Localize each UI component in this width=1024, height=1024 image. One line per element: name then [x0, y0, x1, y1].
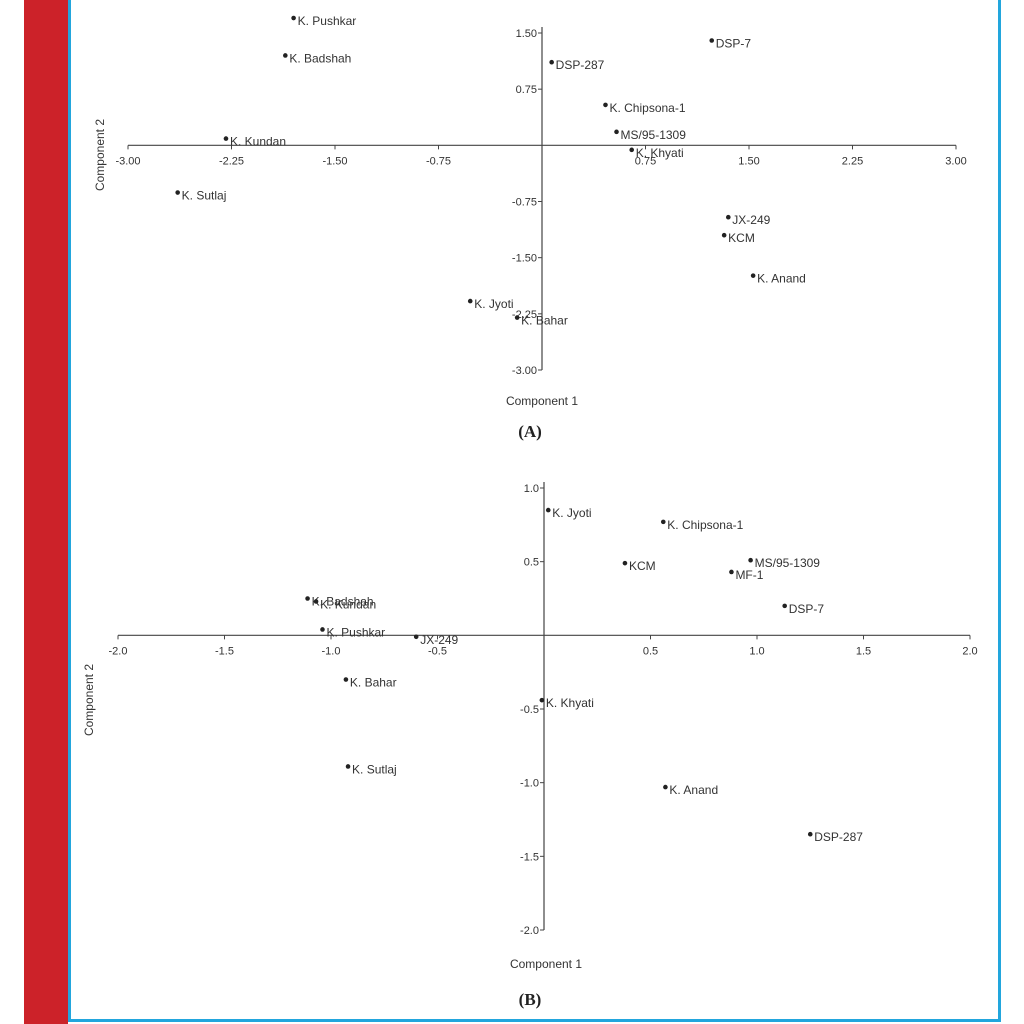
data-point [539, 697, 545, 703]
x-tick-label: 2.0 [962, 645, 977, 657]
x-tick-label: 1.50 [738, 155, 759, 167]
data-point-label: K. Bahar [521, 314, 568, 328]
scatter-panel-b: -2.0 -1.5 -1.0 -0.5 0.5 1.0 1.5 2.0 1.0 0.5 -0.5 -1… [82, 482, 978, 1009]
panel-label: (A) [518, 422, 542, 441]
y-tick-label: -3.00 [512, 365, 537, 377]
x-tick-label: -1.50 [322, 155, 347, 167]
data-point-label: K. Bahar [350, 676, 397, 690]
y-tick-label: 0.75 [516, 84, 537, 96]
data-point-label: K. Badshah [312, 595, 374, 609]
data-point [807, 831, 813, 837]
data-point [345, 764, 351, 769]
x-tick-label: 3.00 [945, 155, 966, 167]
data-point [663, 784, 668, 790]
data-point [748, 557, 753, 563]
data-point-label: JX-249 [732, 213, 770, 227]
y-tick-label: -1.0 [520, 778, 539, 790]
figure-frame [68, 0, 1001, 1022]
data-point-label: K. Kundan [230, 135, 286, 149]
x-tick-label: 2.25 [842, 155, 863, 167]
data-point-label: K. Anand [757, 272, 806, 286]
data-point [721, 232, 727, 238]
accent-band [24, 0, 68, 1024]
data-point-label: MS/95-1309 [755, 556, 821, 570]
x-tick-label: -0.5 [428, 645, 447, 657]
data-point [726, 214, 731, 220]
data-point-label: K. Pushkar [326, 625, 385, 639]
data-point [750, 273, 756, 278]
y-tick-label: -0.5 [520, 704, 539, 716]
data-point-label: K. Anand [669, 783, 718, 797]
data-point [175, 190, 180, 195]
data-point-label: K. Kundan [320, 597, 376, 611]
data-point [320, 627, 325, 632]
data-point-label: K. Badshah [289, 51, 351, 65]
data-point [629, 147, 634, 153]
x-tick-label: -2.25 [219, 155, 244, 167]
x-tick-label: -0.75 [426, 155, 451, 167]
data-point [313, 599, 319, 604]
x-tick-label: 0.5 [643, 645, 658, 657]
y-tick-label: 1.50 [516, 28, 537, 40]
data-point [223, 136, 229, 141]
y-axis-title: Component 2 [82, 664, 96, 736]
data-point [614, 129, 619, 135]
y-tick-label: -1.50 [512, 253, 537, 265]
x-tick-label: -1.5 [215, 645, 234, 657]
data-point-label: K. Jyoti [474, 297, 513, 311]
data-point-label: K. Chipsona-1 [609, 101, 685, 115]
data-point-label: DSP-7 [789, 602, 825, 616]
x-tick-label: -2.0 [109, 645, 128, 657]
page-margin [0, 0, 24, 1024]
data-point [782, 603, 787, 609]
x-tick-label: -1.0 [322, 645, 341, 657]
data-point-label: K. Pushkar [298, 14, 357, 28]
data-point-label: MF-1 [735, 568, 763, 582]
data-point [343, 677, 349, 682]
x-axis-title: Component 1 [510, 957, 582, 971]
data-point-label: K. Sutlaj [182, 189, 227, 203]
y-tick-label: -0.75 [512, 197, 537, 209]
x-axis-title: Component 1 [506, 394, 578, 408]
data-point [622, 560, 628, 566]
x-tick-label: 0.75 [635, 155, 656, 167]
y-tick-label: 1.0 [524, 483, 539, 495]
data-point-label: JX-249 [420, 633, 458, 647]
x-tick-label: 1.0 [749, 645, 764, 657]
data-point-label: DSP-287 [814, 830, 863, 844]
data-point [291, 15, 296, 21]
data-point-label: K. Sutlaj [352, 762, 397, 776]
data-point-label: DSP-287 [556, 58, 605, 72]
data-point [549, 59, 554, 65]
data-point-label: DSP-7 [716, 36, 752, 50]
data-point-label: K. Khyati [546, 696, 594, 710]
scatter-panel-a: -3.00 -2.25 -1.50 -0.75 0.75 1.50 2.25 3.00 1.50… [93, 14, 967, 441]
data-point [305, 596, 310, 601]
data-point [729, 569, 734, 575]
data-point [467, 298, 473, 304]
data-point-label: MS/95-1309 [621, 128, 687, 142]
panel-label: (B) [519, 990, 542, 1009]
y-axis-title: Component 2 [93, 119, 107, 191]
data-point-label: K. Khyati [636, 146, 684, 160]
data-point [660, 519, 666, 525]
y-tick-label: 0.5 [524, 557, 539, 569]
x-tick-label: 1.5 [856, 645, 871, 657]
data-point [709, 38, 715, 43]
data-point-label: K. Jyoti [552, 506, 591, 520]
data-point [514, 315, 520, 320]
y-tick-label: -1.5 [520, 851, 539, 863]
data-point-label: K. Chipsona-1 [667, 518, 743, 532]
data-point [283, 53, 288, 58]
data-point [413, 634, 419, 640]
data-point-label: KCM [629, 559, 656, 573]
y-tick-label: -2.0 [520, 925, 539, 937]
data-point-label: KCM [728, 231, 755, 245]
x-tick-label: -3.00 [115, 155, 140, 167]
data-point [603, 102, 608, 108]
data-point [545, 507, 551, 513]
